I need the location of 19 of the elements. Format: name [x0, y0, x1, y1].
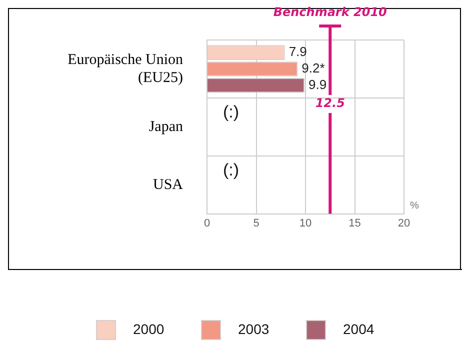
annotation: 12.5 [315, 96, 345, 110]
annotation: (:) [222, 102, 240, 122]
legend-label: 2004 [343, 320, 374, 337]
y-tick-label: USA [152, 176, 184, 193]
x-tick-label: 0 [204, 217, 210, 230]
legend-label: 2000 [133, 320, 164, 337]
ref-line-label: Benchmark 2010 [273, 5, 387, 20]
y-tick-label: Japan [148, 118, 184, 135]
annotation: (:) [222, 160, 240, 180]
x-tick-label: 5 [253, 217, 260, 230]
legend-label: 2003 [238, 320, 270, 337]
x-axis-title: % [410, 200, 419, 212]
x-tick-label: 20 [398, 217, 410, 230]
data-label: 9.2* [302, 60, 325, 76]
y-tick-label: Europäische Union (EU25) [68, 52, 184, 86]
x-tick-label: 10 [299, 217, 312, 230]
data-label: 9.9 [308, 76, 327, 92]
x-tick-label: 15 [348, 217, 361, 230]
data-label: 7.9 [288, 44, 307, 60]
